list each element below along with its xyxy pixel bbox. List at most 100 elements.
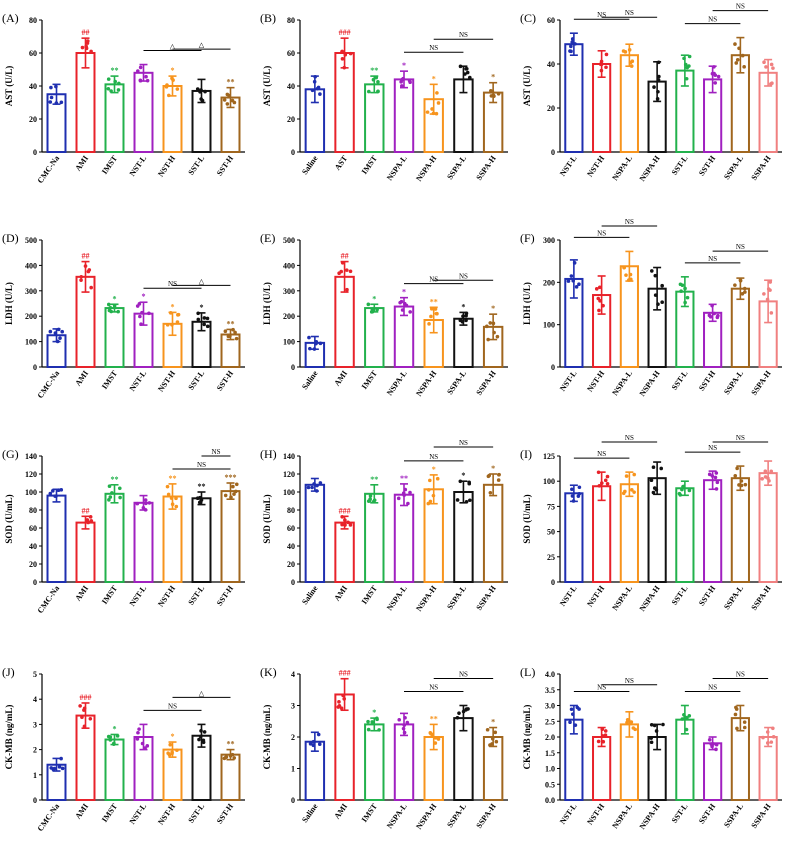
y-tick-label: 20 bbox=[287, 560, 295, 569]
data-point bbox=[306, 485, 311, 490]
data-point bbox=[48, 329, 53, 334]
data-point bbox=[461, 314, 465, 318]
bracket-label: NS bbox=[459, 272, 468, 280]
data-point bbox=[433, 307, 438, 311]
data-point bbox=[743, 290, 747, 294]
x-tick-label: SST-L bbox=[670, 802, 690, 825]
data-point bbox=[492, 330, 496, 335]
data-point bbox=[684, 727, 689, 732]
data-point bbox=[679, 289, 683, 294]
data-point bbox=[310, 88, 315, 93]
data-point bbox=[112, 304, 117, 308]
y-tick-label: 3.0 bbox=[545, 702, 555, 711]
data-point bbox=[84, 46, 89, 51]
data-point bbox=[140, 741, 145, 746]
y-tick-label: 500 bbox=[283, 236, 295, 245]
data-point bbox=[765, 730, 770, 734]
significance-label: ** bbox=[227, 740, 235, 749]
data-point bbox=[404, 303, 409, 308]
data-point bbox=[657, 74, 661, 79]
y-tick-label: 140 bbox=[25, 452, 37, 461]
bar bbox=[220, 753, 241, 802]
y-tick-label: 2 bbox=[291, 733, 295, 742]
data-point bbox=[599, 68, 604, 73]
data-point bbox=[314, 339, 319, 344]
data-point bbox=[687, 713, 692, 718]
y-tick-label: 0 bbox=[291, 148, 295, 157]
data-point bbox=[232, 492, 236, 496]
y-tick-label: 0 bbox=[291, 578, 295, 587]
data-point bbox=[464, 499, 469, 504]
data-point bbox=[738, 278, 743, 283]
y-tick-label: 25 bbox=[547, 553, 555, 562]
significance-label: * bbox=[200, 303, 204, 312]
significance-label: * bbox=[461, 471, 465, 480]
data-point bbox=[115, 734, 120, 738]
bracket-label: NS bbox=[625, 9, 634, 17]
panel-K: (K) 0 1 2 3 4 CK-MB (ng/mL) Saline ### AMI * IMST NS… bbox=[260, 665, 508, 831]
data-point bbox=[54, 101, 59, 105]
x-tick-label: AMI bbox=[73, 369, 90, 388]
significance-label: * bbox=[491, 304, 495, 313]
data-point bbox=[402, 730, 407, 735]
x-tick-label: AMI bbox=[73, 584, 90, 603]
data-point bbox=[766, 476, 770, 481]
y-tick-label: 5 bbox=[33, 670, 37, 679]
data-point bbox=[86, 39, 90, 43]
data-point bbox=[308, 346, 312, 351]
data-point bbox=[771, 734, 776, 739]
significance-label: * bbox=[402, 288, 406, 297]
data-point bbox=[83, 264, 88, 268]
data-point bbox=[768, 280, 773, 284]
data-point bbox=[429, 314, 433, 319]
data-point bbox=[735, 57, 740, 62]
data-point bbox=[682, 56, 686, 61]
bracket-label: NS bbox=[736, 434, 745, 442]
data-point bbox=[739, 479, 744, 483]
data-point bbox=[368, 494, 373, 498]
data-point bbox=[653, 293, 658, 297]
data-point bbox=[136, 730, 140, 735]
data-point bbox=[458, 64, 463, 69]
data-point bbox=[765, 741, 770, 745]
data-point bbox=[197, 737, 201, 742]
data-point bbox=[202, 316, 207, 320]
data-point bbox=[464, 67, 469, 71]
data-point bbox=[370, 307, 375, 311]
data-point bbox=[707, 472, 712, 477]
data-point bbox=[343, 518, 347, 522]
data-point bbox=[145, 78, 150, 83]
x-tick-label: SSPA-L bbox=[722, 584, 745, 611]
y-tick-label: 80 bbox=[287, 506, 295, 515]
data-point bbox=[166, 751, 170, 756]
y-tick-label: 125 bbox=[543, 452, 555, 461]
data-point bbox=[366, 302, 371, 307]
bracket-label: NS bbox=[597, 450, 606, 458]
data-point bbox=[234, 336, 239, 341]
data-point bbox=[346, 520, 350, 525]
y-tick-label: 80 bbox=[287, 16, 295, 25]
data-point bbox=[467, 75, 472, 80]
x-tick-label: SST-L bbox=[186, 584, 206, 607]
data-point bbox=[79, 274, 84, 279]
x-tick-label: NST-L bbox=[128, 154, 148, 178]
data-point bbox=[624, 273, 628, 277]
bracket-label: NS bbox=[429, 276, 438, 284]
y-tick-label: 0 bbox=[551, 363, 555, 372]
data-point bbox=[600, 734, 605, 738]
data-point bbox=[345, 287, 349, 292]
data-point bbox=[309, 742, 313, 746]
bar bbox=[364, 723, 385, 802]
data-point bbox=[460, 319, 465, 324]
y-tick-label: 60 bbox=[29, 524, 37, 533]
x-tick-label: NSPA-L bbox=[610, 154, 634, 182]
data-point bbox=[402, 493, 406, 497]
data-point bbox=[596, 739, 601, 744]
data-point bbox=[687, 54, 692, 59]
x-tick-label: CMC-Na bbox=[36, 584, 61, 615]
data-point bbox=[366, 719, 370, 724]
data-point bbox=[137, 727, 141, 731]
x-tick-label: NSPA-H bbox=[638, 153, 663, 183]
data-point bbox=[566, 279, 571, 283]
data-point bbox=[166, 492, 171, 497]
